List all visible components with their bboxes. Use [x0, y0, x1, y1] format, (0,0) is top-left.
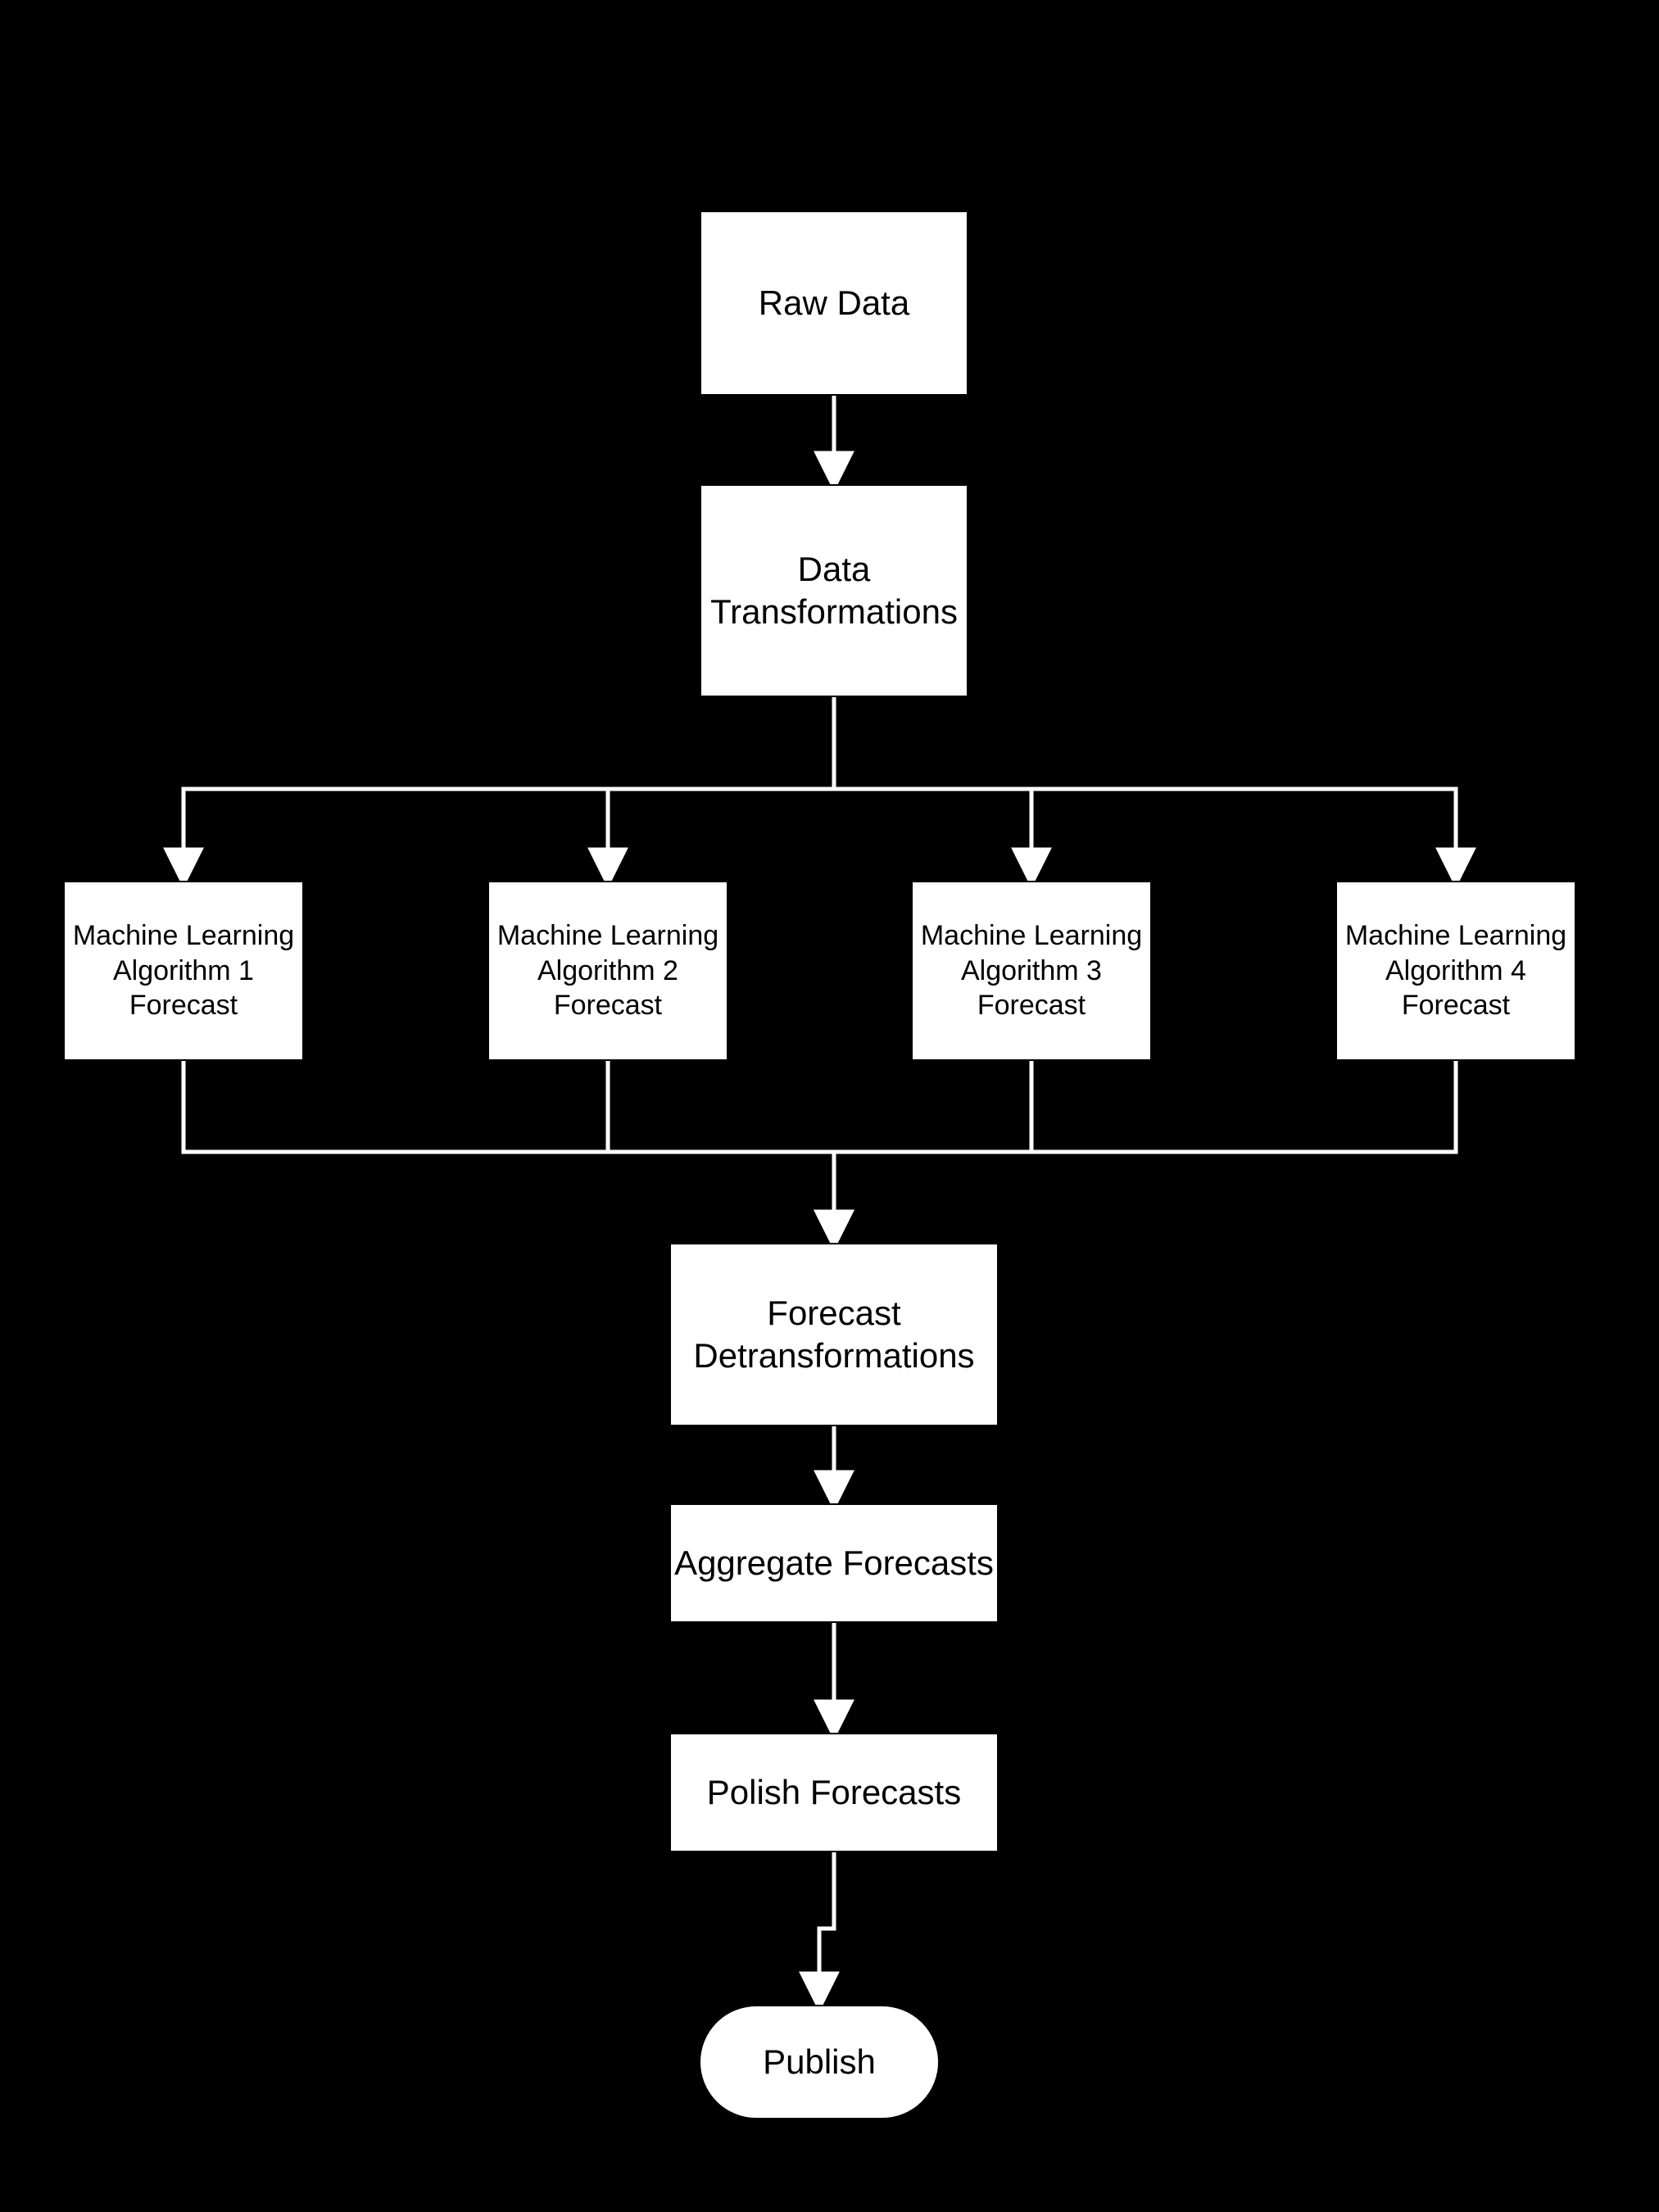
- node-transformations-fo: DataTransformations: [700, 485, 968, 696]
- flowchart-canvas: Raw Data DataTransformations Machine Lea…: [0, 0, 1659, 2212]
- node-algo1-label: Machine LearningAlgorithm 1Forecast: [64, 882, 303, 1060]
- node-detransform: ForecastDetransformations: [670, 1244, 998, 1426]
- node-polish-fo: Polish Forecasts: [670, 1734, 998, 1852]
- node-aggregate-fo: Aggregate Forecasts: [670, 1504, 998, 1622]
- node-algo3-label: Machine LearningAlgorithm 3Forecast: [912, 882, 1151, 1060]
- node-polish-label: Polish Forecasts: [670, 1734, 998, 1852]
- node-raw-data: Raw Data: [700, 211, 968, 395]
- node-algo4-label: Machine LearningAlgorithm 4Forecast: [1336, 882, 1575, 1060]
- node-polish: Polish Forecasts: [670, 1734, 998, 1852]
- node-detransform-fo: ForecastDetransformations: [670, 1244, 998, 1426]
- node-algo3: Machine LearningAlgorithm 3Forecast: [912, 882, 1151, 1060]
- node-aggregate: Aggregate Forecasts: [670, 1504, 998, 1622]
- node-raw-data-fo: Raw Data: [700, 211, 968, 395]
- node-algo2: Machine LearningAlgorithm 2Forecast: [488, 882, 728, 1060]
- node-raw-data-label: Raw Data: [700, 211, 968, 395]
- node-detransform-label: ForecastDetransformations: [670, 1244, 998, 1426]
- node-algo1-fo: Machine LearningAlgorithm 1Forecast: [64, 882, 303, 1060]
- node-algo1: Machine LearningAlgorithm 1Forecast: [64, 882, 303, 1060]
- node-algo2-label: Machine LearningAlgorithm 2Forecast: [488, 882, 728, 1060]
- node-transformations-label: DataTransformations: [700, 485, 968, 696]
- node-aggregate-label: Aggregate Forecasts: [670, 1504, 998, 1622]
- node-publish-label: Publish: [700, 2006, 939, 2119]
- node-algo4: Machine LearningAlgorithm 4Forecast: [1336, 882, 1575, 1060]
- node-algo3-fo: Machine LearningAlgorithm 3Forecast: [912, 882, 1151, 1060]
- node-algo2-fo: Machine LearningAlgorithm 2Forecast: [488, 882, 728, 1060]
- node-publish-fo: Publish: [700, 2006, 939, 2119]
- node-algo4-fo: Machine LearningAlgorithm 4Forecast: [1336, 882, 1575, 1060]
- node-publish: Publish: [700, 2006, 939, 2119]
- node-transformations: DataTransformations: [700, 485, 968, 696]
